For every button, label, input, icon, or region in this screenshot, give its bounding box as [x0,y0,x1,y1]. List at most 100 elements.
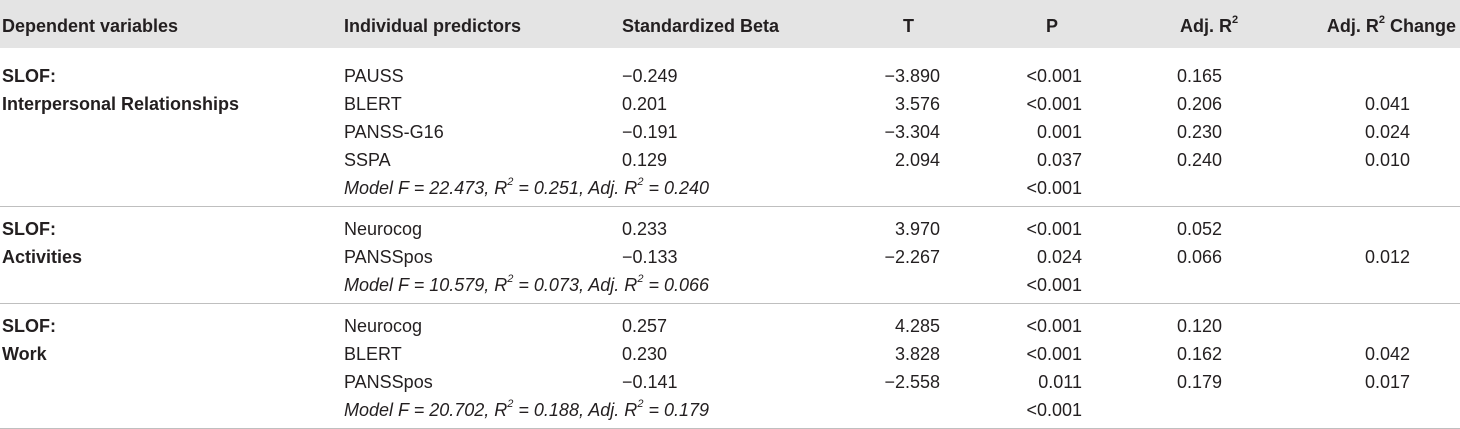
p-cell: <0.001 [1026,66,1082,86]
adj-r2-cell: 0.240 [1176,150,1222,170]
predictor-cell: Neurocog [344,219,423,239]
beta-cell: 0.129 [622,150,668,170]
table-row: SLOF: Neurocog 0.257 4.285 <0.001 0.120 [0,312,1460,340]
model-p-cell: <0.001 [1026,400,1082,420]
t-cell: −2.267 [884,247,940,267]
adj-r2-cell: 0.230 [1176,122,1222,142]
model-summary-part: Model F = 10.579, R [344,275,508,295]
group-separator [0,206,1460,207]
table-header: Dependent variables Individual predictor… [0,0,1460,48]
p-cell: 0.001 [1036,122,1082,142]
predictor-cell: Neurocog [344,316,423,336]
header-adj-r2-sup: 2 [1232,14,1239,26]
t-cell: −3.304 [884,122,940,142]
predictor-cell: SSPA [344,150,391,170]
predictor-cell: PANSSpos [344,372,433,392]
beta-cell: −0.133 [622,247,678,267]
model-summary-part: 2 [507,398,514,410]
model-row: Model F = 22.473, R2 = 0.251, Adj. R2 = … [0,174,1460,202]
t-cell: 3.970 [894,219,940,239]
model-row: Model F = 10.579, R2 = 0.073, Adj. R2 = … [0,271,1460,299]
beta-cell: 0.230 [622,344,668,364]
dependent-variable-label: Work [2,344,47,364]
table-body: SLOF: PAUSS −0.249 −3.890 <0.001 0.165 Interpe… [0,48,1460,428]
table-row: PANSSpos −0.141 −2.558 0.011 0.179 0.017 [0,368,1460,396]
header-p: P [1046,16,1059,36]
model-summary-part: 2 [507,273,514,285]
adj-r2-cell: 0.066 [1176,247,1222,267]
t-cell: 2.094 [894,150,940,170]
model-summary-part: 2 [637,273,644,285]
t-cell: −2.558 [884,372,940,392]
beta-cell: −0.191 [622,122,678,142]
adj-r2-change-cell: 0.024 [1364,122,1410,142]
t-cell: 3.828 [894,344,940,364]
p-cell: 0.011 [1038,372,1082,392]
model-summary-part: = 0.073, Adj. R [513,275,638,295]
header-adj-r2-change-sup: 2 [1378,14,1385,26]
t-cell: −3.890 [884,66,940,86]
table-row: PANSS-G16 −0.191 −3.304 0.001 0.230 0.024 [0,118,1460,146]
p-cell: 0.024 [1036,247,1082,267]
model-p-cell: <0.001 [1026,178,1082,198]
header-adj-r2: Adj. R2 [1180,14,1239,37]
beta-cell: 0.257 [622,316,668,336]
table-row: Activities PANSSpos −0.133 −2.267 0.024 0.066… [0,243,1460,271]
model-summary-part: = 0.066 [643,275,709,295]
table-row: Interpersonal Relationships BLERT 0.201 3.5… [0,90,1460,118]
dependent-variable-label: Interpersonal Relationships [2,94,240,114]
header-adj-r2-change-text: Adj. R [1326,16,1379,36]
t-cell: 3.576 [894,94,940,114]
predictor-cell: PANSS-G16 [344,122,444,142]
model-summary: Model F = 10.579, R2 = 0.073, Adj. R2 = … [344,273,709,296]
adj-r2-cell: 0.165 [1176,66,1222,86]
predictor-cell: PANSSpos [344,247,433,267]
predictor-cell: BLERT [344,94,402,114]
table-row: SLOF: PAUSS −0.249 −3.890 <0.001 0.165 [0,62,1460,90]
p-cell: <0.001 [1026,94,1082,114]
model-summary-part: = 0.179 [643,400,709,420]
dependent-variable-label: SLOF: [2,219,56,239]
header-individual-predictors: Individual predictors [344,16,522,36]
adj-r2-cell: 0.120 [1176,316,1222,336]
adj-r2-change-cell: 0.017 [1364,372,1410,392]
dependent-variable-label: SLOF: [2,316,56,336]
adj-r2-cell: 0.052 [1176,219,1222,239]
model-summary-part: = 0.251, Adj. R [513,178,638,198]
header-dependent-variables: Dependent variables [2,16,179,36]
beta-cell: 0.201 [622,94,668,114]
model-summary-part: 2 [637,398,644,410]
adj-r2-cell: 0.179 [1176,372,1222,392]
header-adj-r2-text: Adj. R [1180,16,1232,36]
beta-cell: −0.249 [622,66,678,86]
adj-r2-cell: 0.206 [1176,94,1222,114]
adj-r2-change-cell: 0.010 [1364,150,1410,170]
adj-r2-change-cell: 0.042 [1364,344,1410,364]
dependent-variable-label: SLOF: [2,66,56,86]
header-t: T [903,16,914,36]
model-summary-part: Model F = 22.473, R [344,178,508,198]
table-row: Work BLERT 0.230 3.828 <0.001 0.162 0.042 [0,340,1460,368]
table-group: SLOF: PAUSS −0.249 −3.890 <0.001 0.165 Interpe… [0,48,1460,206]
adj-r2-cell: 0.162 [1176,344,1222,364]
dependent-variable-label: Activities [2,247,83,267]
model-p-cell: <0.001 [1026,275,1082,295]
model-summary-part: = 0.240 [643,178,709,198]
model-summary: Model F = 22.473, R2 = 0.251, Adj. R2 = … [344,176,709,199]
beta-cell: −0.141 [622,372,678,392]
table-row: SSPA 0.129 2.094 0.037 0.240 0.010 [0,146,1460,174]
model-row: Model F = 20.702, R2 = 0.188, Adj. R2 = … [0,396,1460,424]
model-summary-part: = 0.188, Adj. R [513,400,638,420]
table-group: SLOF: Neurocog 0.233 3.970 <0.001 0.052 Activi… [0,207,1460,303]
table-row: SLOF: Neurocog 0.233 3.970 <0.001 0.052 [0,215,1460,243]
model-summary: Model F = 20.702, R2 = 0.188, Adj. R2 = … [344,398,709,421]
predictor-cell: BLERT [344,344,402,364]
p-cell: <0.001 [1026,344,1082,364]
adj-r2-change-cell: 0.012 [1364,247,1410,267]
model-summary-part: Model F = 20.702, R [344,400,508,420]
predictor-cell: PAUSS [344,66,404,86]
group-separator [0,303,1460,304]
header-adj-r2-change-suffix: Change [1384,16,1456,36]
beta-cell: 0.233 [622,219,668,239]
